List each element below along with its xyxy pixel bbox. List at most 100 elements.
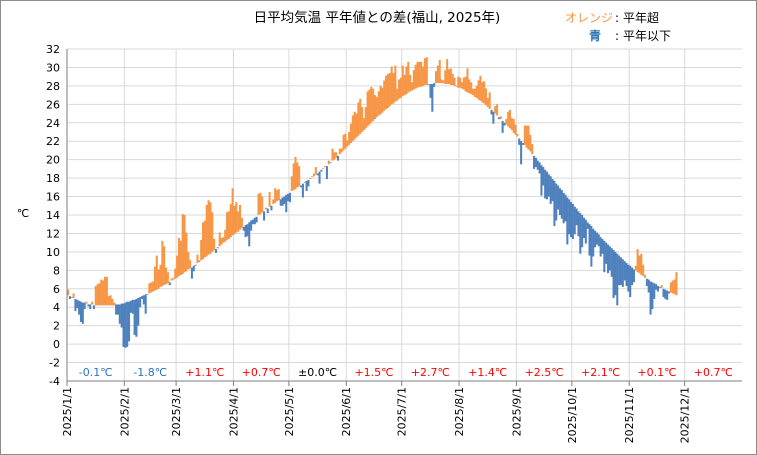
bar-below-normal bbox=[301, 183, 304, 198]
bar-above-normal bbox=[277, 189, 280, 201]
bars bbox=[67, 57, 678, 348]
bar-above-normal bbox=[473, 88, 476, 97]
bar-below-normal bbox=[497, 117, 500, 120]
bar-below-normal bbox=[92, 305, 95, 310]
bar-below-normal bbox=[115, 304, 118, 315]
y-tick-label: 2 bbox=[53, 320, 60, 333]
bar-above-normal bbox=[98, 283, 101, 306]
bar-below-normal bbox=[647, 279, 650, 293]
bar-above-normal bbox=[152, 281, 155, 292]
bar-below-normal bbox=[246, 224, 249, 237]
bar-above-normal bbox=[220, 238, 223, 245]
bar-above-normal bbox=[275, 190, 279, 202]
bar-above-normal bbox=[165, 267, 168, 285]
bar-above-normal bbox=[403, 74, 406, 96]
legend-orange-sep: : bbox=[615, 11, 619, 25]
bar-below-normal bbox=[571, 203, 574, 239]
bar-below-normal bbox=[597, 234, 600, 247]
bar-above-normal bbox=[148, 283, 151, 294]
bar-below-normal bbox=[557, 185, 560, 210]
bar-above-normal bbox=[107, 296, 110, 306]
bar-above-normal bbox=[257, 193, 260, 215]
bar-above-normal bbox=[638, 255, 641, 274]
bar-below-normal bbox=[573, 206, 576, 235]
bar-below-normal bbox=[544, 169, 547, 199]
bar-above-normal bbox=[438, 60, 441, 84]
bar-below-normal bbox=[79, 301, 82, 322]
x-tick-label: 2025/4/1 bbox=[227, 387, 240, 436]
bar-above-normal bbox=[353, 111, 356, 140]
bar-below-normal bbox=[540, 165, 543, 196]
bar-below-normal bbox=[625, 262, 628, 287]
bar-below-normal bbox=[603, 240, 606, 273]
monthly-anomaly-label: +0.7℃ bbox=[242, 366, 281, 379]
bar-above-normal bbox=[496, 104, 499, 116]
bar-above-normal bbox=[468, 79, 471, 94]
bar-above-normal bbox=[109, 295, 112, 306]
bar-above-normal bbox=[377, 91, 380, 116]
bar-above-normal bbox=[179, 240, 182, 275]
bar-above-normal bbox=[442, 80, 445, 84]
bar-above-normal bbox=[159, 264, 162, 287]
bar-below-normal bbox=[129, 300, 132, 313]
bar-above-normal bbox=[410, 82, 414, 91]
monthly-anomaly-label: +0.1℃ bbox=[637, 366, 676, 379]
bar-below-normal bbox=[581, 215, 584, 248]
bar-above-normal bbox=[671, 280, 674, 294]
bar-above-normal bbox=[324, 166, 327, 168]
bar-below-normal bbox=[288, 192, 291, 203]
bar-below-normal bbox=[518, 138, 521, 145]
x-tick-label: 2025/6/1 bbox=[340, 387, 353, 436]
bar-above-normal bbox=[207, 200, 210, 255]
x-tick-label: 2025/3/1 bbox=[170, 387, 183, 436]
bar-above-normal bbox=[181, 214, 184, 275]
bar-above-normal bbox=[67, 289, 70, 296]
bar-below-normal bbox=[501, 120, 504, 133]
bar-above-normal bbox=[174, 268, 177, 279]
bar-above-normal bbox=[527, 125, 530, 150]
bar-above-normal bbox=[440, 79, 443, 84]
bar-above-normal bbox=[202, 222, 205, 260]
bar-above-normal bbox=[381, 87, 384, 113]
bar-above-normal bbox=[643, 274, 647, 278]
bar-below-normal bbox=[549, 176, 552, 204]
bar-above-normal bbox=[466, 68, 469, 93]
y-tick-label: 32 bbox=[46, 43, 60, 56]
y-tick-label: 0 bbox=[53, 338, 60, 351]
bar-below-normal bbox=[584, 219, 587, 244]
bar-above-normal bbox=[155, 255, 158, 290]
bar-below-normal bbox=[651, 282, 654, 310]
bar-above-normal bbox=[460, 82, 463, 89]
bar-above-normal bbox=[523, 125, 526, 145]
bar-below-normal bbox=[431, 84, 434, 112]
x-tick-label: 2025/5/1 bbox=[283, 387, 296, 436]
monthly-anomaly-label: -1.8℃ bbox=[133, 366, 167, 379]
legend-blue-meaning: 平年以下 bbox=[623, 29, 671, 43]
bar-above-normal bbox=[477, 80, 480, 100]
monthly-anomaly-label: +1.1℃ bbox=[185, 366, 224, 379]
bar-below-normal bbox=[607, 244, 610, 274]
bar-above-normal bbox=[385, 75, 388, 109]
bar-above-normal bbox=[394, 65, 397, 102]
bar-below-normal bbox=[76, 299, 79, 309]
bar-below-normal bbox=[521, 143, 524, 145]
bar-below-normal bbox=[337, 155, 340, 161]
bar-above-normal bbox=[451, 73, 454, 85]
bar-above-normal bbox=[153, 266, 156, 291]
bar-above-normal bbox=[309, 178, 312, 180]
bar-above-normal bbox=[453, 77, 456, 86]
y-tick-label: 28 bbox=[46, 80, 60, 93]
bar-below-normal bbox=[551, 179, 554, 202]
legend-blue-label: 青 bbox=[589, 28, 601, 43]
y-tick-label: 12 bbox=[46, 227, 60, 240]
y-tick-label: 14 bbox=[46, 209, 60, 222]
bar-above-normal bbox=[383, 80, 386, 111]
bar-above-normal bbox=[261, 196, 264, 213]
bar-below-normal bbox=[74, 298, 77, 311]
y-tick-label: -2 bbox=[49, 357, 60, 370]
bar-below-normal bbox=[664, 289, 667, 299]
bar-above-normal bbox=[512, 119, 515, 133]
bar-below-normal bbox=[305, 180, 308, 192]
bar-above-normal bbox=[481, 82, 484, 103]
bar-above-normal bbox=[185, 232, 188, 272]
